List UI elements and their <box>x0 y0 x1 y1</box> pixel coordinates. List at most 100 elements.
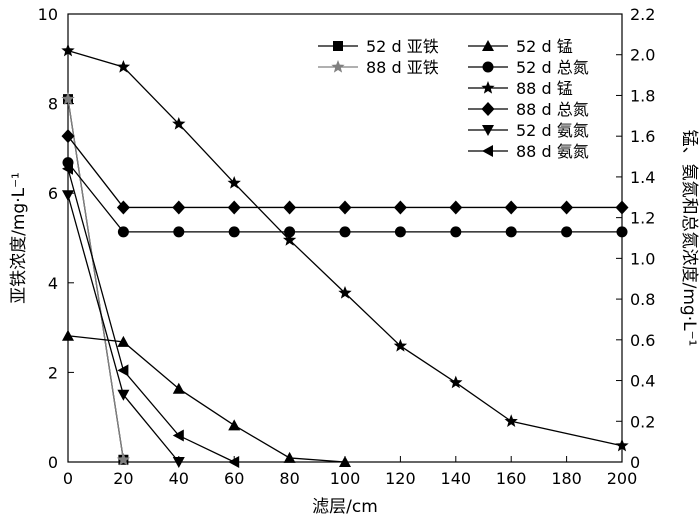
data-point <box>116 59 131 73</box>
legend-entry: 52 d 锰 <box>468 37 573 56</box>
legend-marker <box>481 81 495 94</box>
legend-entry: 88 d 总氮 <box>468 100 589 119</box>
y-axis-left-title: 亚铁浓度/mg·L⁻¹ <box>9 172 29 304</box>
data-point <box>450 226 462 238</box>
y-left-tick-label: 10 <box>38 5 58 24</box>
y-left-tick-label: 6 <box>48 184 58 203</box>
series-4 <box>61 43 629 452</box>
data-point <box>172 457 185 468</box>
legend: 52 d 亚铁 88 d 亚铁 52 d 锰 52 d 总氮 88 d 锰 88 d 总氮… <box>318 37 589 161</box>
x-tick-label: 160 <box>496 469 527 488</box>
y-right-tick-label: 0.6 <box>630 331 655 350</box>
data-point <box>228 456 240 468</box>
legend-marker <box>482 145 493 157</box>
axes-group: 0 20 40 60 80 100 120 140 160 180 200024681000.20.… <box>38 5 656 488</box>
legend-marker <box>482 61 494 73</box>
y-right-tick-label: 1.8 <box>630 86 655 105</box>
legend-entry: 52 d 亚铁 <box>318 37 439 56</box>
y-axis-right-title: 锰、氨氮和总氮浓度/mg·L⁻¹ <box>679 130 699 347</box>
data-point <box>505 226 517 238</box>
data-point <box>173 226 185 238</box>
data-point <box>449 375 463 389</box>
data-point <box>227 200 241 215</box>
series-3 <box>62 157 628 238</box>
x-tick-label: 20 <box>113 469 133 488</box>
legend-label: 88 d 锰 <box>516 79 573 98</box>
legend-label: 52 d 总氮 <box>516 58 589 77</box>
data-point <box>172 429 184 442</box>
data-point <box>62 329 74 341</box>
legend-marker <box>482 125 494 136</box>
legend-entry: 52 d 氨氮 <box>468 121 589 140</box>
data-point <box>394 226 406 238</box>
data-point <box>117 389 130 401</box>
series-5 <box>61 129 629 215</box>
x-tick-label: 100 <box>330 469 361 488</box>
legend-label: 52 d 氨氮 <box>516 121 589 140</box>
data-point <box>283 200 297 215</box>
data-point <box>393 338 408 352</box>
y-right-tick-label: 0.4 <box>630 372 655 391</box>
series-line <box>67 99 125 460</box>
data-point <box>338 285 352 299</box>
data-point <box>62 162 73 175</box>
data-point <box>504 200 518 215</box>
x-tick-label: 60 <box>224 469 244 488</box>
data-point <box>117 226 129 238</box>
legend-marker <box>481 102 495 116</box>
legend-marker <box>333 41 343 51</box>
data-point <box>62 190 74 202</box>
y-right-tick-label: 0 <box>630 453 640 472</box>
series-line <box>67 335 346 463</box>
x-axis-title: 滤层/cm <box>312 497 378 517</box>
data-point <box>504 414 518 427</box>
legend-label: 88 d 氨氮 <box>516 142 589 161</box>
data-point <box>228 419 241 431</box>
data-point <box>61 43 75 57</box>
data-point <box>338 200 352 215</box>
legend-entry: 88 d 氨氮 <box>468 142 589 161</box>
y-right-tick-label: 1.4 <box>630 168 655 187</box>
series-6 <box>62 190 185 468</box>
y-right-tick-label: 1.6 <box>630 127 655 146</box>
y-right-tick-label: 1.2 <box>630 209 655 228</box>
data-point <box>172 116 186 130</box>
y-left-tick-label: 0 <box>48 453 58 472</box>
data-point <box>116 200 130 215</box>
legend-label: 52 d 锰 <box>516 37 573 56</box>
legend-entry: 88 d 锰 <box>468 79 573 98</box>
data-point <box>284 226 296 238</box>
series-1 <box>61 92 131 466</box>
data-point <box>228 226 240 238</box>
legend-entry: 52 d 总氮 <box>468 58 589 77</box>
data-point <box>615 438 629 452</box>
y-right-tick-label: 2.2 <box>630 5 655 24</box>
data-point <box>61 92 75 105</box>
legend-marker <box>482 40 494 51</box>
y-right-tick-label: 1.0 <box>630 249 655 268</box>
series-line <box>67 50 623 447</box>
y-left-tick-label: 2 <box>48 363 58 382</box>
data-point <box>61 129 75 144</box>
x-tick-label: 40 <box>169 469 189 488</box>
y-right-tick-label: 2.0 <box>630 46 655 65</box>
series-7 <box>62 162 240 468</box>
x-tick-label: 200 <box>607 469 638 488</box>
x-tick-label: 120 <box>385 469 416 488</box>
data-point <box>227 176 241 189</box>
data-point <box>283 451 296 463</box>
series-line <box>67 168 235 463</box>
x-tick-label: 140 <box>441 469 472 488</box>
data-point <box>172 382 185 394</box>
legend-entry: 88 d 亚铁 <box>318 58 439 77</box>
legend-label: 88 d 亚铁 <box>366 58 439 77</box>
series-layer <box>61 43 629 468</box>
data-point <box>561 226 573 238</box>
x-tick-label: 80 <box>279 469 299 488</box>
y-right-tick-label: 0.8 <box>630 290 655 309</box>
data-point <box>449 200 463 215</box>
x-tick-label: 180 <box>551 469 582 488</box>
y-right-tick-label: 0.2 <box>630 412 655 431</box>
x-tick-label: 0 <box>63 469 73 488</box>
data-point <box>339 456 351 467</box>
